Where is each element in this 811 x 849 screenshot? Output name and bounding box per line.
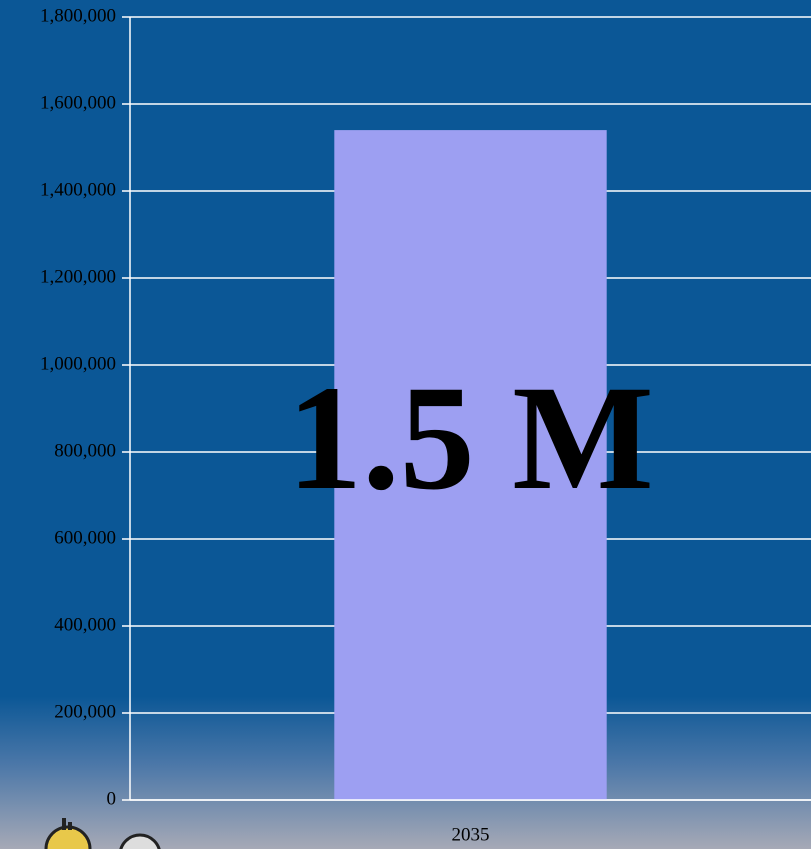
y-tick-label: 400,000 [54,614,116,635]
y-tick-label: 200,000 [54,701,116,722]
y-tick-label: 0 [107,788,117,809]
logo [44,818,161,849]
y-tick-label: 600,000 [54,527,116,548]
y-tick-label: 800,000 [54,440,116,461]
y-tick-label: 1,000,000 [40,353,116,374]
y-tick-label: 1,800,000 [40,5,116,26]
bar [334,130,607,801]
value-label: 1.5 M [287,355,654,521]
y-tick-label: 1,200,000 [40,266,116,287]
y-tick-label: 1,400,000 [40,179,116,200]
y-tick-label: 1,600,000 [40,92,116,113]
x-tick-label: 2035 [452,824,490,845]
